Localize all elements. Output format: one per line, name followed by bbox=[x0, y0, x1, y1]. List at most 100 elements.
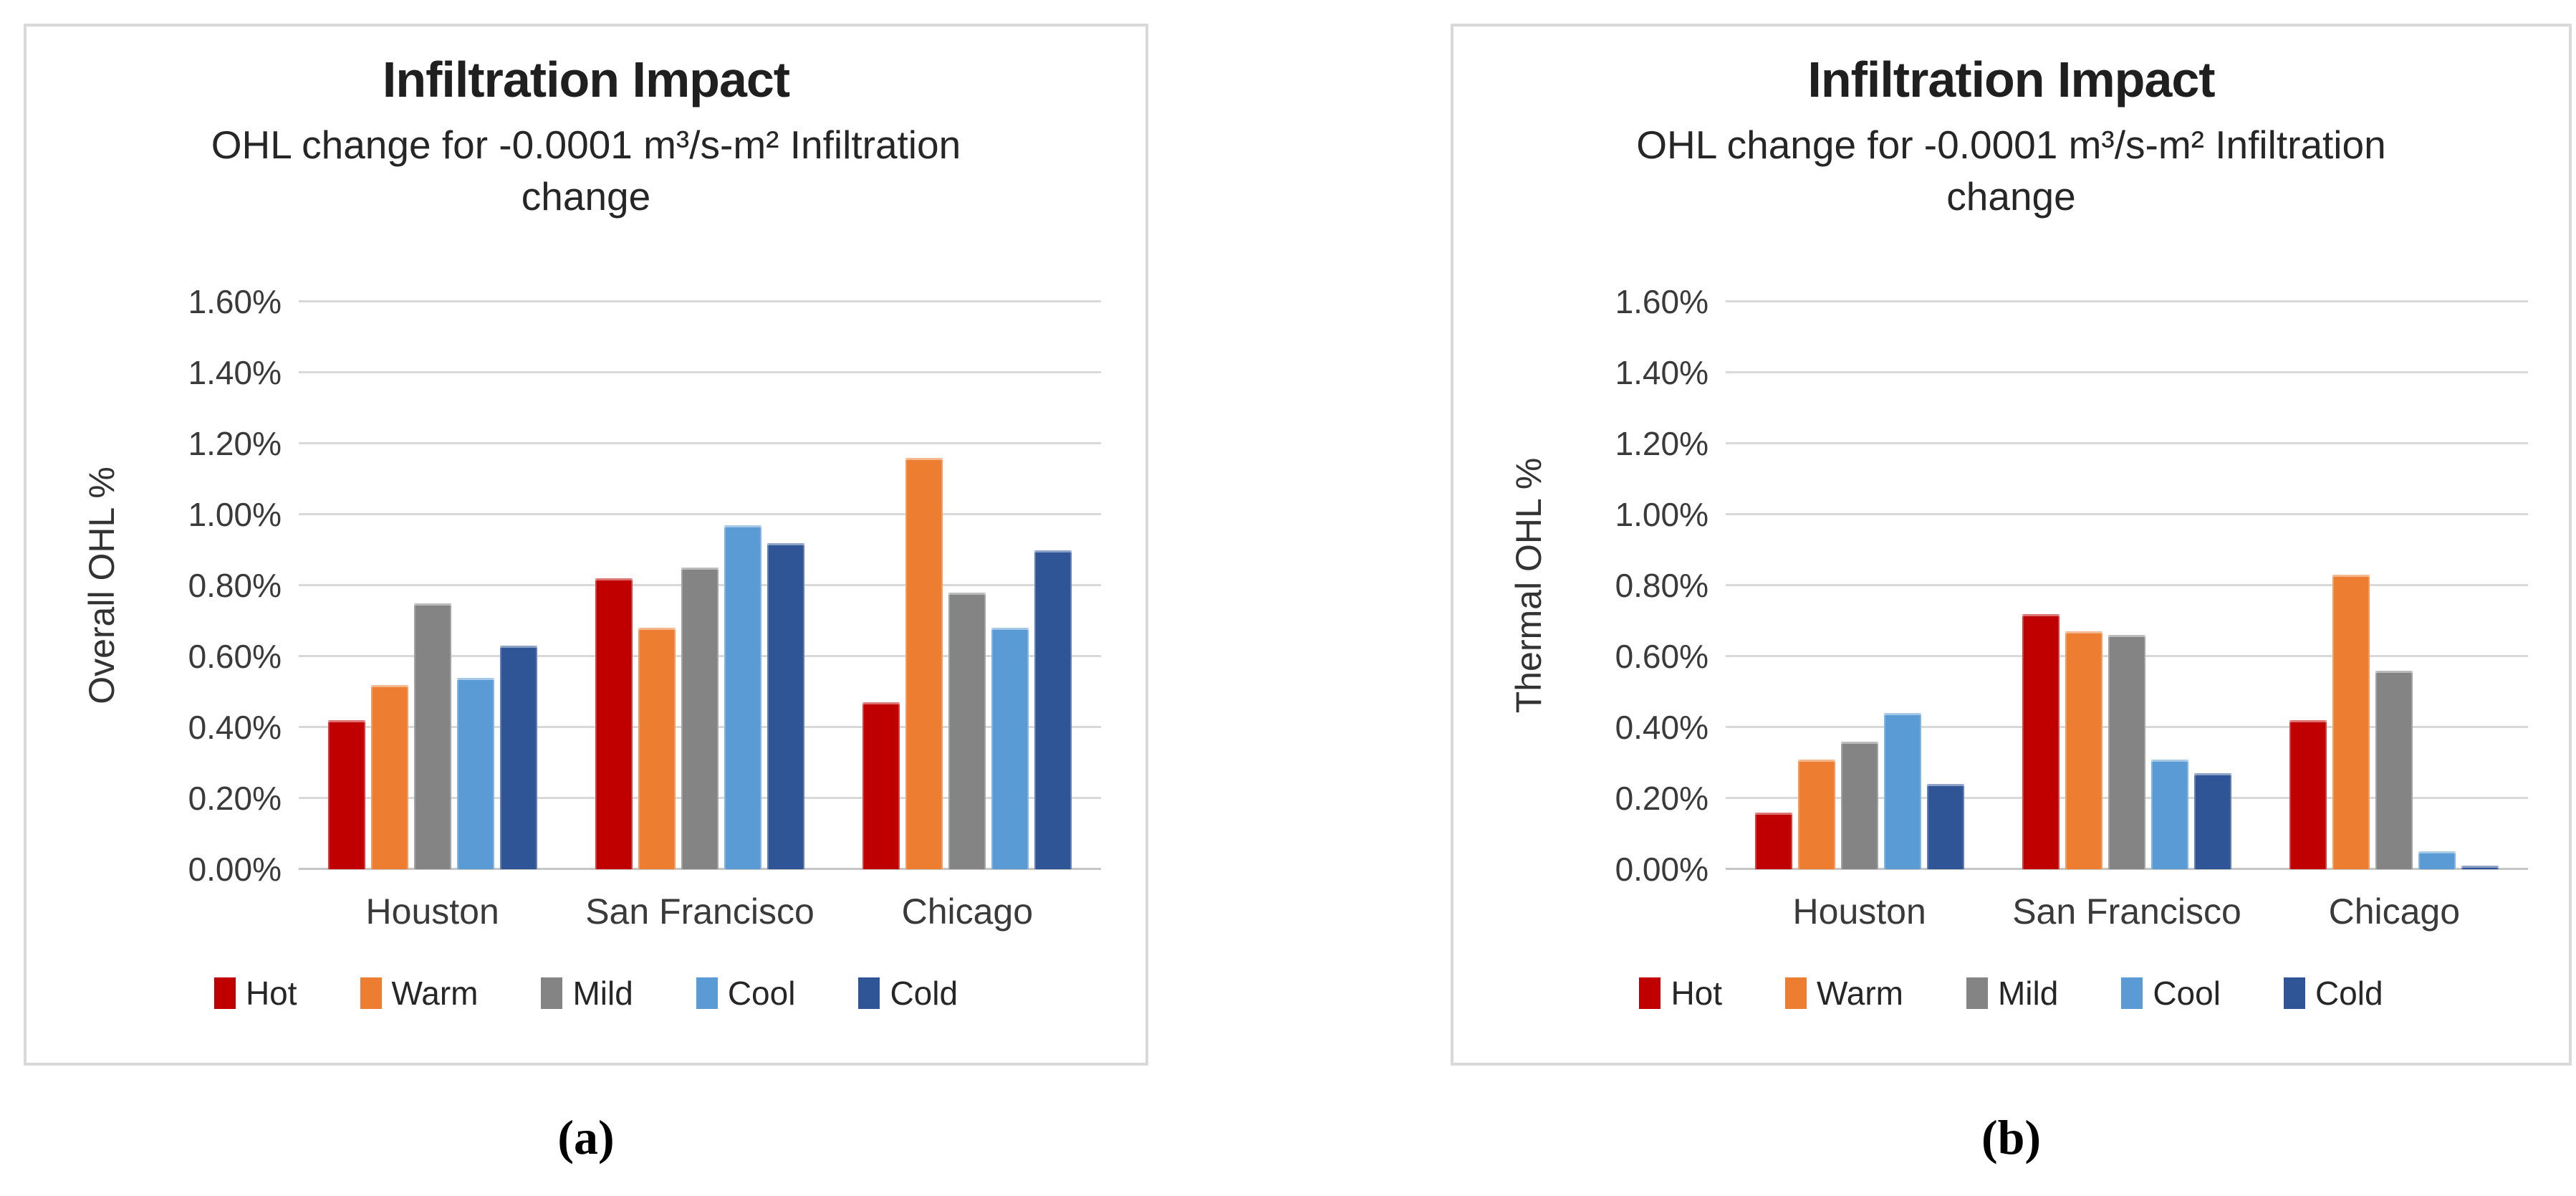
gridline bbox=[1726, 584, 2528, 586]
legend-swatch-cool bbox=[2121, 977, 2143, 1009]
bar-cool-houston bbox=[456, 677, 494, 869]
legend-label: Cold bbox=[2315, 975, 2383, 1012]
bar-group-houston bbox=[1726, 302, 1993, 869]
y-tick-label: 0.80% bbox=[188, 567, 282, 604]
bar-hot-chicago bbox=[2289, 720, 2327, 869]
bar-warm-chicago bbox=[905, 457, 943, 869]
legend-label: Cool bbox=[727, 975, 796, 1012]
x-axis-label-houston: Houston bbox=[365, 891, 499, 932]
y-tick-label: 0.60% bbox=[1615, 638, 1708, 675]
y-tick-label: 1.40% bbox=[1615, 354, 1708, 391]
legend-item-mild: Mild bbox=[541, 974, 633, 1013]
bar-cold-san-francisco bbox=[2193, 773, 2231, 869]
bar-mild-houston bbox=[1840, 741, 1878, 869]
bar-cool-chicago bbox=[991, 628, 1029, 869]
bar-group-san-francisco bbox=[566, 302, 833, 869]
bar-cool-san-francisco bbox=[724, 525, 761, 869]
y-tick-label: 0.20% bbox=[188, 780, 282, 817]
legend-swatch-cold bbox=[858, 977, 880, 1009]
legend-item-cold: Cold bbox=[858, 974, 958, 1013]
x-axis-label-chicago: Chicago bbox=[2328, 891, 2461, 932]
legend-label: Hot bbox=[1671, 975, 1723, 1012]
bar-mild-houston bbox=[413, 603, 451, 869]
x-axis-label-san-francisco: San Francisco bbox=[585, 891, 814, 932]
y-tick-label: 0.80% bbox=[1615, 567, 1708, 604]
bar-cold-houston bbox=[499, 646, 537, 869]
bar-warm-san-francisco bbox=[638, 628, 676, 869]
legend-item-cool: Cool bbox=[696, 974, 796, 1013]
legend-item-hot: Hot bbox=[213, 974, 297, 1013]
caption-b: (b) bbox=[1981, 1110, 2042, 1164]
bar-group-chicago bbox=[834, 302, 1101, 869]
x-axis-label-chicago: Chicago bbox=[901, 891, 1034, 932]
y-tick-label: 1.40% bbox=[188, 354, 282, 391]
legend: Hot Warm Mild Cool Cold bbox=[27, 974, 1145, 1013]
chart-title: Infiltration Impact bbox=[1807, 52, 2215, 107]
chart-panel-b: Infiltration Impact OHL change for -0.00… bbox=[1451, 24, 2572, 1066]
legend-swatch-hot bbox=[1639, 977, 1661, 1009]
bar-groups bbox=[299, 302, 1101, 869]
gridline bbox=[1726, 371, 2528, 373]
bar-warm-houston bbox=[1797, 759, 1835, 869]
legend-item-mild: Mild bbox=[1966, 974, 2058, 1013]
bar-cold-san-francisco bbox=[766, 542, 804, 869]
bar-cold-houston bbox=[1926, 784, 1964, 869]
bar-hot-houston bbox=[1754, 812, 1792, 869]
gridline bbox=[299, 513, 1101, 515]
legend-swatch-cold bbox=[2283, 977, 2305, 1009]
chart-subtitle: OHL change for -0.0001 m³/s-m² Infiltrat… bbox=[211, 123, 961, 219]
bar-mild-chicago bbox=[2375, 670, 2413, 869]
gridline bbox=[1726, 300, 2528, 302]
gridline bbox=[1726, 513, 2528, 515]
x-axis-labels: Houston San Francisco Chicago bbox=[299, 891, 1101, 932]
y-tick-label: 1.00% bbox=[188, 496, 282, 533]
bar-hot-san-francisco bbox=[595, 578, 633, 869]
bar-mild-san-francisco bbox=[681, 568, 719, 869]
y-tick-label: 1.60% bbox=[1615, 283, 1708, 320]
legend-swatch-mild bbox=[1966, 977, 1988, 1009]
plot-area: 0.00% 0.20% 0.40% 0.60% 0.80% 1.00% 1.20% 1.40%… bbox=[188, 285, 1101, 886]
legend-swatch-mild bbox=[541, 977, 563, 1009]
legend-label: Cool bbox=[2153, 975, 2221, 1012]
x-axis-label-houston: Houston bbox=[1792, 891, 1926, 932]
bar-hot-houston bbox=[327, 720, 365, 869]
gridline bbox=[1726, 442, 2528, 444]
legend-swatch-hot bbox=[213, 977, 236, 1009]
chart-subtitle: OHL change for -0.0001 m³/s-m² Infiltrat… bbox=[1636, 123, 2386, 219]
y-tick-label: 0.00% bbox=[1615, 851, 1708, 888]
bar-cool-houston bbox=[1883, 713, 1921, 869]
legend-label: Mild bbox=[572, 975, 633, 1012]
y-axis-title: Overall OHL % bbox=[82, 467, 122, 704]
bar-mild-san-francisco bbox=[2108, 635, 2145, 869]
y-tick-label: 0.60% bbox=[188, 638, 282, 675]
gridline bbox=[299, 442, 1101, 444]
caption-a: (a) bbox=[557, 1110, 615, 1164]
y-tick-label: 0.00% bbox=[188, 851, 282, 888]
chart-panel-a: Infiltration Impact OHL change for -0.00… bbox=[24, 24, 1148, 1066]
legend-item-cold: Cold bbox=[2283, 974, 2383, 1013]
y-tick-label: 0.40% bbox=[1615, 709, 1708, 746]
y-tick-label: 1.20% bbox=[1615, 425, 1708, 462]
bar-mild-chicago bbox=[948, 592, 986, 869]
bar-group-houston bbox=[299, 302, 566, 869]
legend-swatch-warm bbox=[1785, 977, 1807, 1009]
bar-groups bbox=[1726, 302, 2528, 869]
y-tick-label: 1.20% bbox=[188, 425, 282, 462]
legend-label: Warm bbox=[1817, 975, 1903, 1012]
legend: Hot Warm Mild Cool Cold bbox=[1453, 974, 2569, 1013]
bar-cool-san-francisco bbox=[2150, 759, 2188, 869]
bar-cold-chicago bbox=[1034, 550, 1072, 869]
chart-title: Infiltration Impact bbox=[382, 52, 790, 107]
x-axis-labels: Houston San Francisco Chicago bbox=[1726, 891, 2528, 932]
bar-hot-chicago bbox=[862, 702, 900, 869]
bar-cold-chicago bbox=[2461, 866, 2499, 869]
x-axis-label-san-francisco: San Francisco bbox=[2012, 891, 2241, 932]
legend-swatch-cool bbox=[696, 977, 718, 1009]
bar-warm-san-francisco bbox=[2065, 631, 2102, 869]
y-tick-label: 1.00% bbox=[1615, 496, 1708, 533]
y-tick-label: 1.60% bbox=[188, 283, 282, 320]
legend-item-warm: Warm bbox=[1785, 974, 1903, 1013]
legend-label: Mild bbox=[1997, 975, 2059, 1012]
bar-group-san-francisco bbox=[1993, 302, 2260, 869]
